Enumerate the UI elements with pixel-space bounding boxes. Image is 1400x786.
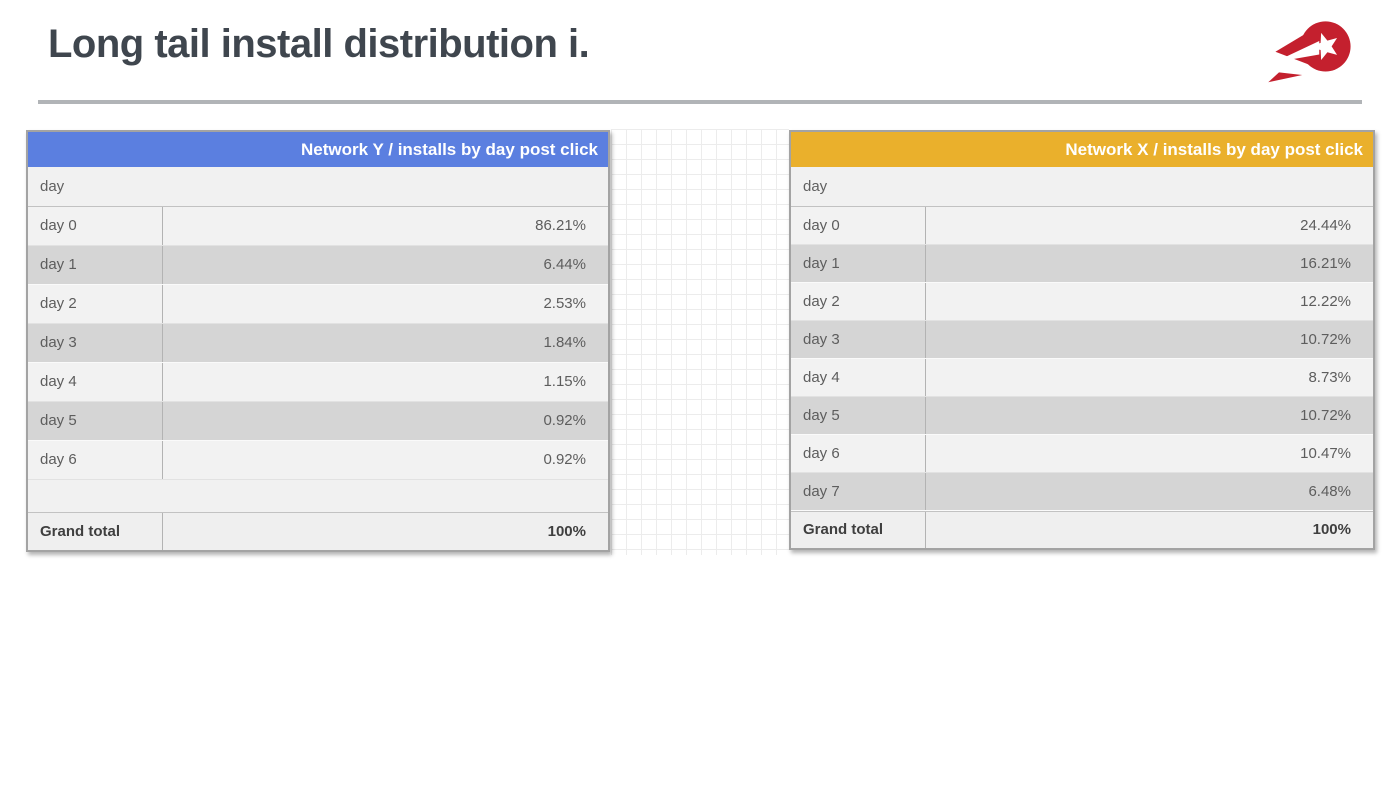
- table-network-x-rows: day 0 24.44% day 1 16.21% day 2 12.22% d…: [791, 207, 1373, 511]
- row-label: day 1: [28, 246, 163, 284]
- column-header-day: day: [791, 167, 1373, 207]
- table-network-x-header: Network X / installs by day post click: [791, 132, 1373, 167]
- table-row: day 2 2.53%: [28, 285, 608, 324]
- row-value: 1.84%: [543, 334, 586, 351]
- row-value: 10.72%: [1300, 331, 1351, 348]
- grand-total-label: Grand total: [28, 513, 163, 550]
- grand-total-value: 100%: [547, 523, 586, 540]
- table-row: day 3 10.72%: [791, 321, 1373, 359]
- row-label: day 1: [791, 245, 926, 282]
- row-value: 86.21%: [535, 217, 586, 234]
- row-label: day 6: [28, 441, 163, 479]
- table-network-y-rows: day 0 86.21% day 1 6.44% day 2 2.53% day…: [28, 207, 608, 480]
- page-title: Long tail install distribution i.: [48, 22, 590, 66]
- table-row: day 4 8.73%: [791, 359, 1373, 397]
- table-network-x: Network X / installs by day post click d…: [789, 130, 1375, 550]
- column-header-day: day: [28, 167, 608, 207]
- row-label: day 4: [791, 359, 926, 396]
- table-row: day 6 0.92%: [28, 441, 608, 480]
- grand-total-label: Grand total: [791, 512, 926, 548]
- comet-star-logo-icon: [1268, 16, 1358, 84]
- table-row: day 6 10.47%: [791, 435, 1373, 473]
- row-value: 8.73%: [1308, 369, 1351, 386]
- row-label: day 6: [791, 435, 926, 472]
- grand-total-value: 100%: [1312, 521, 1351, 538]
- row-value: 6.48%: [1308, 483, 1351, 500]
- row-label: day 2: [28, 285, 163, 323]
- table-row: day 5 10.72%: [791, 397, 1373, 435]
- row-value: 12.22%: [1300, 293, 1351, 310]
- table-row: day 0 86.21%: [28, 207, 608, 246]
- grand-total-row: Grand total 100%: [28, 512, 608, 550]
- row-label: day 0: [28, 207, 163, 245]
- row-label: day 0: [791, 207, 926, 244]
- row-value: 16.21%: [1300, 255, 1351, 272]
- row-value: 6.44%: [543, 256, 586, 273]
- row-value: 10.72%: [1300, 407, 1351, 424]
- title-divider: [38, 100, 1362, 104]
- row-value: 24.44%: [1300, 217, 1351, 234]
- table-network-y-header: Network Y / installs by day post click: [28, 132, 608, 167]
- spreadsheet-grid-background: [611, 129, 789, 555]
- empty-row: [28, 480, 608, 512]
- row-label: day 3: [28, 324, 163, 362]
- grand-total-row: Grand total 100%: [791, 511, 1373, 548]
- row-label: day 5: [28, 402, 163, 440]
- row-label: day 4: [28, 363, 163, 401]
- row-label: day 7: [791, 473, 926, 510]
- table-row: day 0 24.44%: [791, 207, 1373, 245]
- row-value: 2.53%: [543, 295, 586, 312]
- table-row: day 5 0.92%: [28, 402, 608, 441]
- table-network-y: Network Y / installs by day post click d…: [26, 130, 610, 552]
- table-row: day 7 6.48%: [791, 473, 1373, 511]
- row-label: day 5: [791, 397, 926, 434]
- row-value: 1.15%: [543, 373, 586, 390]
- row-label: day 2: [791, 283, 926, 320]
- table-row: day 1 16.21%: [791, 245, 1373, 283]
- row-value: 0.92%: [543, 412, 586, 429]
- table-row: day 4 1.15%: [28, 363, 608, 402]
- row-label: day 3: [791, 321, 926, 358]
- table-row: day 2 12.22%: [791, 283, 1373, 321]
- row-value: 0.92%: [543, 451, 586, 468]
- table-row: day 3 1.84%: [28, 324, 608, 363]
- row-value: 10.47%: [1300, 445, 1351, 462]
- table-row: day 1 6.44%: [28, 246, 608, 285]
